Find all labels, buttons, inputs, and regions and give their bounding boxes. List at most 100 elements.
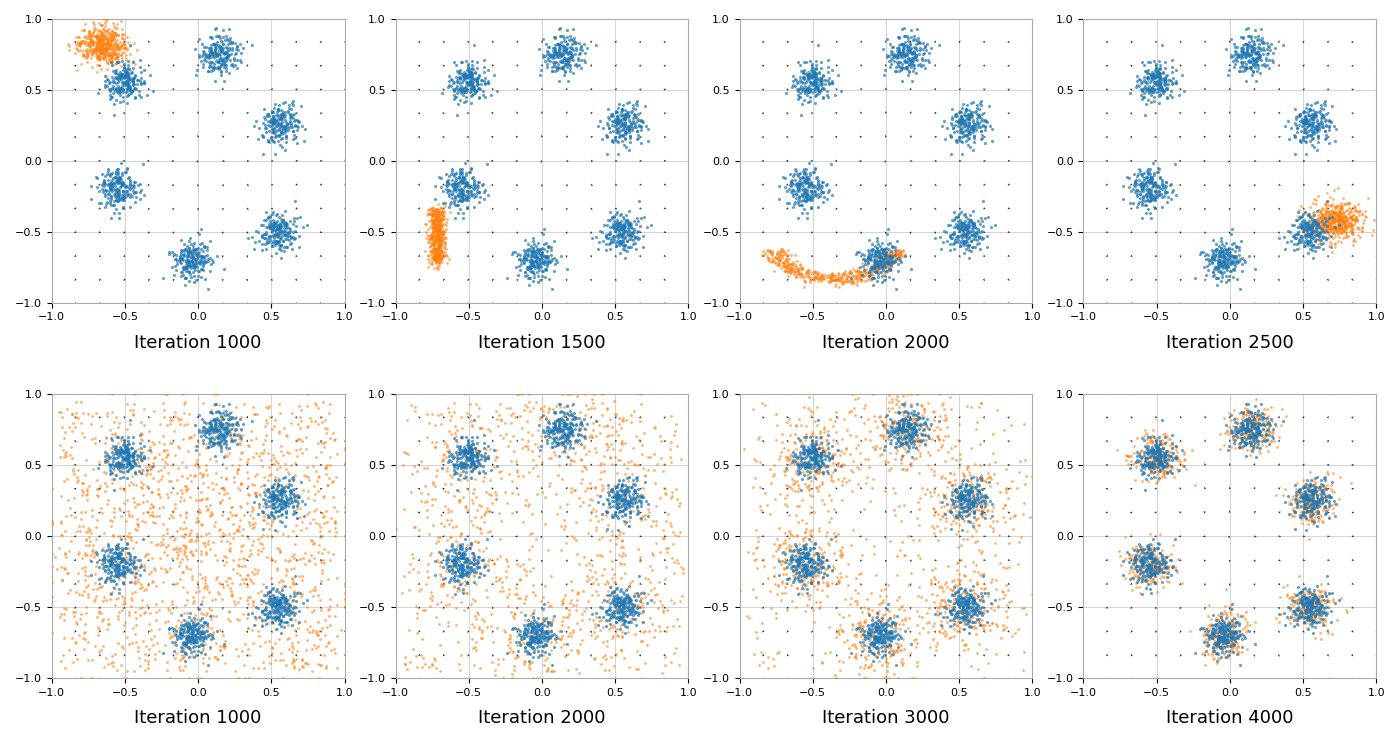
Point [133, 452, 155, 464]
Point [878, 258, 900, 270]
Point [141, 85, 164, 96]
Point [267, 223, 290, 235]
Point [1215, 244, 1238, 256]
Point [510, 560, 532, 572]
Point [904, 633, 927, 645]
Point [1299, 498, 1322, 510]
Point [955, 400, 977, 412]
Point [965, 230, 987, 242]
Point [795, 266, 818, 278]
Point [176, 623, 199, 634]
Point [223, 470, 245, 482]
Point [575, 448, 598, 460]
Point [85, 560, 108, 572]
Point [157, 549, 179, 561]
Point [92, 640, 115, 652]
Point [1144, 560, 1166, 572]
Point [913, 406, 935, 418]
Point [1292, 240, 1315, 252]
Point [104, 47, 126, 59]
Point [797, 548, 819, 560]
Point [798, 445, 820, 457]
Point [456, 473, 479, 485]
Point [1162, 539, 1184, 551]
Point [1154, 72, 1176, 84]
Point [619, 116, 641, 128]
Point [190, 630, 213, 642]
Point [203, 437, 225, 449]
Point [805, 70, 827, 82]
Point [465, 441, 487, 453]
Point [1238, 405, 1260, 417]
Point [770, 252, 792, 263]
Point [1305, 600, 1327, 612]
Point [1333, 221, 1355, 233]
Point [1124, 562, 1147, 574]
Point [1301, 515, 1323, 527]
Point [1341, 235, 1364, 247]
Point [1119, 462, 1141, 474]
Point [1291, 210, 1313, 222]
Point [794, 527, 816, 539]
Point [797, 552, 819, 564]
Point [518, 389, 540, 401]
Point [290, 654, 312, 666]
Point [1152, 451, 1175, 463]
Point [550, 598, 573, 610]
Point [808, 85, 830, 97]
Point [525, 396, 547, 408]
Point [1301, 594, 1323, 606]
Point [400, 548, 423, 559]
Point [265, 237, 287, 249]
Point [426, 215, 448, 227]
Point [791, 459, 813, 470]
Point [972, 114, 994, 126]
Point [272, 105, 294, 117]
Point [433, 217, 455, 229]
Point [421, 205, 444, 217]
Point [598, 593, 620, 605]
Point [186, 64, 209, 76]
Point [788, 447, 811, 459]
Point [1315, 490, 1337, 502]
Point [1141, 180, 1163, 192]
Point [543, 665, 566, 677]
Point [1123, 168, 1145, 180]
Point [130, 454, 153, 466]
Point [774, 556, 797, 568]
Point [612, 558, 634, 570]
Point [783, 478, 805, 490]
Point [280, 103, 302, 115]
Point [973, 496, 995, 508]
Point [1285, 497, 1308, 509]
Point [199, 427, 221, 439]
Point [904, 435, 927, 447]
Point [267, 105, 290, 116]
Point [612, 439, 634, 450]
Point [97, 12, 119, 24]
Point [911, 434, 934, 446]
Point [973, 512, 995, 524]
Point [333, 580, 356, 591]
Point [1142, 451, 1165, 463]
Point [626, 599, 648, 611]
Point [823, 562, 846, 574]
Point [496, 647, 518, 659]
Point [958, 227, 980, 239]
Point [1264, 489, 1287, 501]
Point [941, 114, 963, 125]
Point [559, 441, 581, 453]
Point [456, 454, 479, 466]
Point [790, 268, 812, 280]
Point [424, 247, 447, 259]
Point [899, 418, 921, 430]
Point [318, 600, 340, 612]
Point [294, 616, 316, 628]
Point [623, 605, 645, 617]
Point [1154, 56, 1176, 68]
Point [792, 83, 815, 95]
Point [416, 431, 438, 443]
Point [119, 40, 141, 52]
Point [962, 617, 984, 628]
Point [111, 68, 133, 80]
